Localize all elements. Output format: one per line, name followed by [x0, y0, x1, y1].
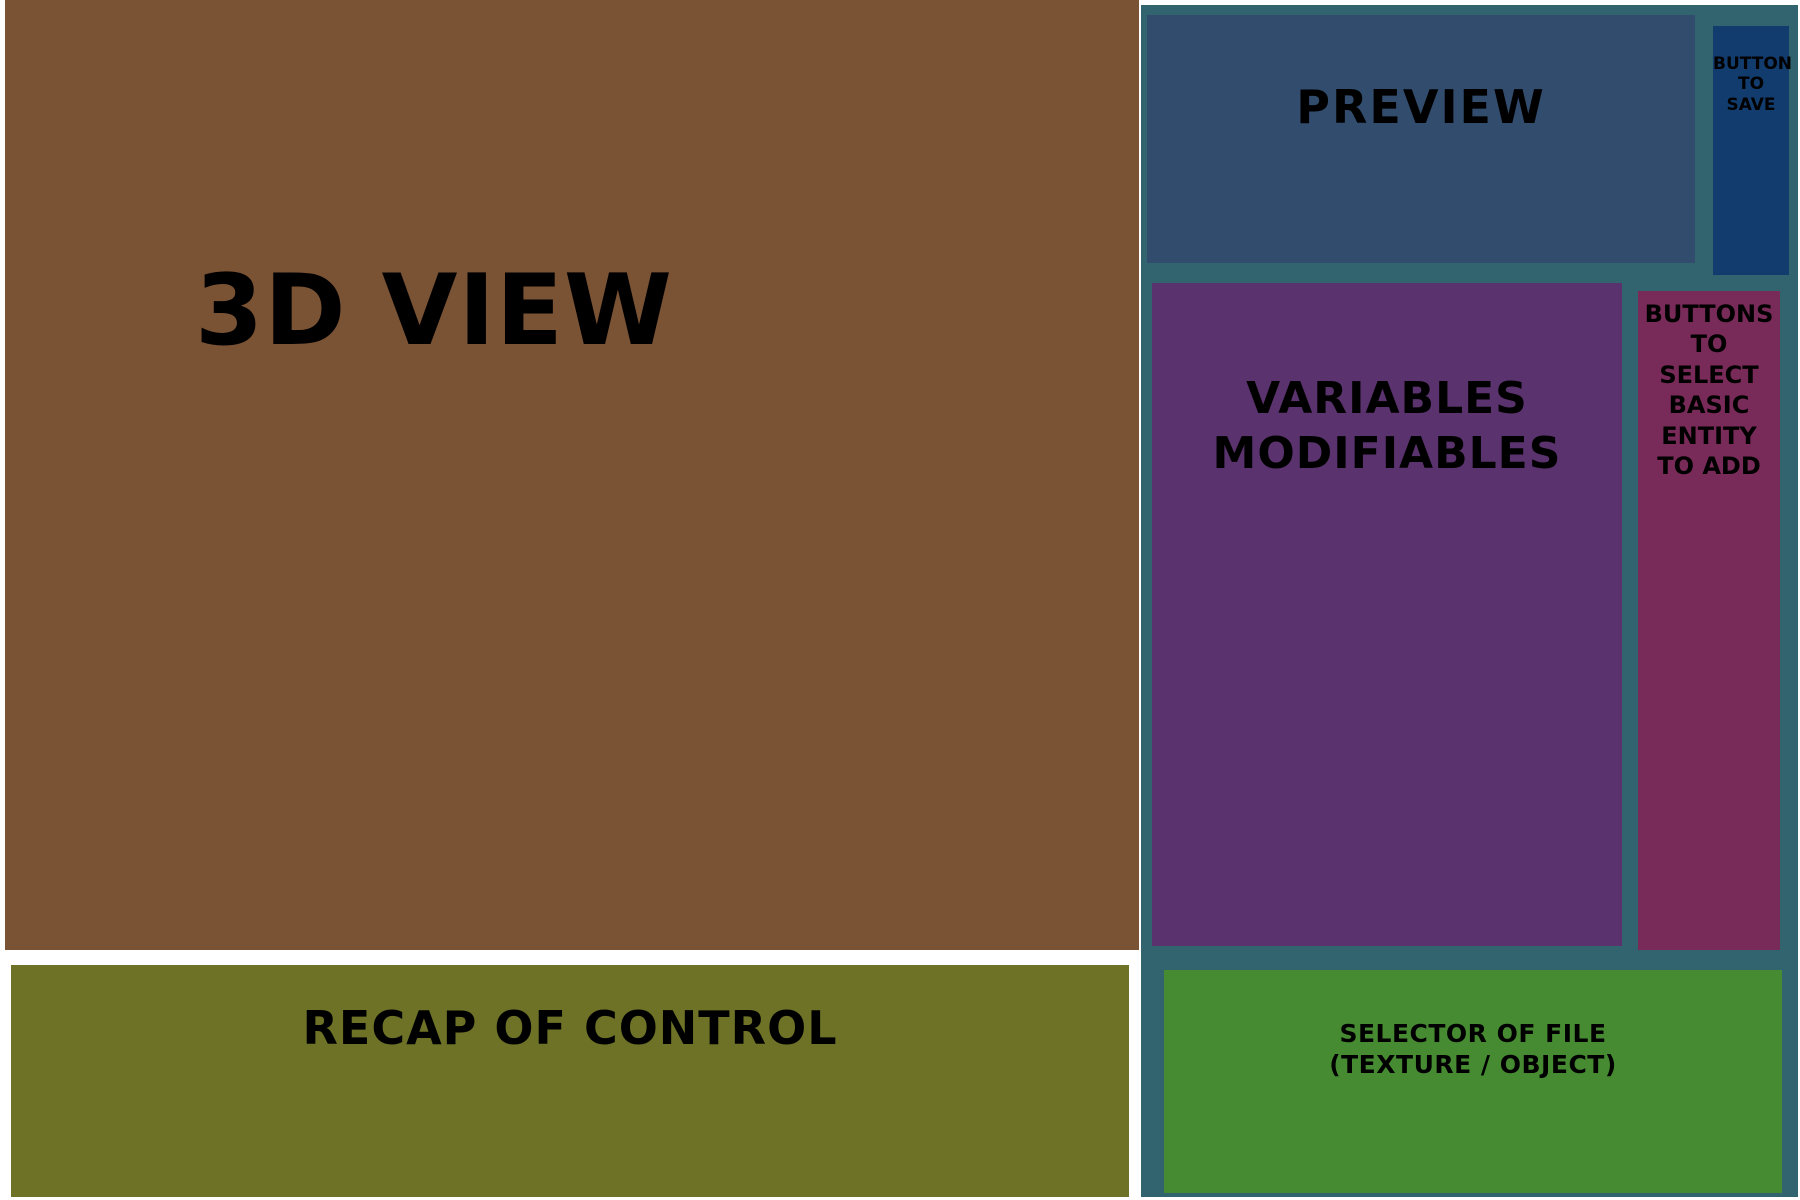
- variables-modifiables-label: VARIABLES MODIFIABLES: [1212, 373, 1562, 479]
- preview-region: PREVIEW: [1147, 15, 1695, 263]
- entity-buttons-label: BUTTONS TO SELECT BASIC ENTITY TO ADD: [1644, 300, 1774, 481]
- variables-modifiables-region[interactable]: VARIABLES MODIFIABLES: [1152, 283, 1622, 946]
- entity-buttons-region[interactable]: BUTTONS TO SELECT BASIC ENTITY TO ADD: [1638, 291, 1780, 950]
- preview-label: PREVIEW: [1296, 80, 1546, 134]
- file-selector-region[interactable]: SELECTOR OF FILE (TEXTURE / OBJECT): [1164, 970, 1782, 1193]
- 3d-view-region[interactable]: 3D VIEW: [5, 0, 1139, 950]
- save-button-label: BUTTON TO SAVE: [1713, 54, 1793, 115]
- 3d-view-label: 3D VIEW: [195, 254, 674, 368]
- recap-of-control-region: RECAP OF CONTROL: [11, 965, 1129, 1197]
- file-selector-label: SELECTOR OF FILE (TEXTURE / OBJECT): [1329, 1019, 1617, 1080]
- recap-of-control-label: RECAP OF CONTROL: [302, 1001, 838, 1055]
- save-button[interactable]: BUTTON TO SAVE: [1713, 26, 1793, 275]
